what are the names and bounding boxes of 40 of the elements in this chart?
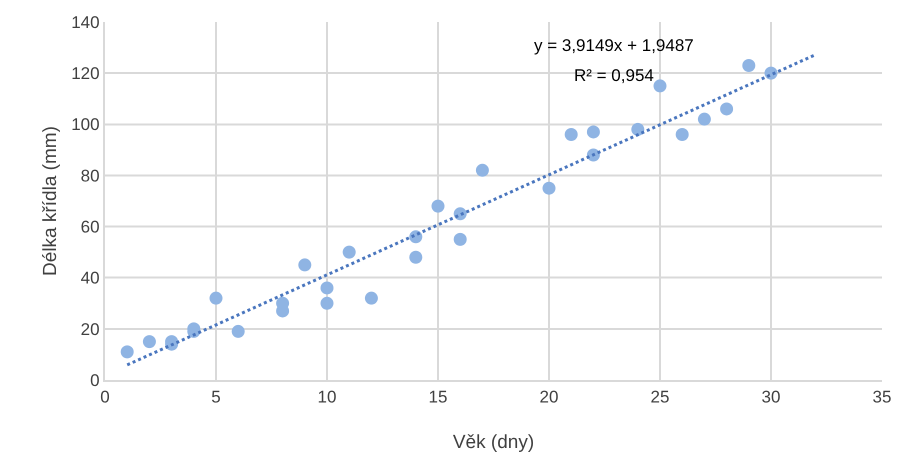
y-tick-label: 20 xyxy=(80,320,100,339)
y-tick-label: 40 xyxy=(80,268,100,288)
x-tick-label: 5 xyxy=(211,387,221,406)
x-tick-label: 20 xyxy=(540,387,558,406)
y-tick-label: 140 xyxy=(71,12,100,32)
point xyxy=(320,296,334,310)
annotation: y = 3,9149x + 1,9487 xyxy=(534,36,694,55)
point xyxy=(476,164,489,177)
point xyxy=(120,345,134,358)
point xyxy=(654,79,666,92)
point xyxy=(142,335,156,348)
point xyxy=(454,232,467,246)
y-tick-label: 0 xyxy=(90,370,100,390)
point xyxy=(720,102,734,116)
annotation: R² = 0,954 xyxy=(574,66,654,85)
point xyxy=(742,58,756,72)
point xyxy=(586,125,600,138)
x-tick-label: 25 xyxy=(650,387,670,406)
point xyxy=(564,128,578,142)
point xyxy=(210,292,222,305)
point xyxy=(364,292,378,305)
x-axis-title: Věk (dny) xyxy=(452,432,534,453)
point xyxy=(342,246,356,259)
y-tick-label: 120 xyxy=(71,64,100,84)
point xyxy=(232,324,245,338)
point xyxy=(320,281,334,294)
x-tick-label: 10 xyxy=(318,387,336,406)
y-tick-label: 60 xyxy=(80,218,100,237)
point xyxy=(542,182,556,195)
point xyxy=(676,128,689,142)
x-tick-label: 30 xyxy=(762,387,780,406)
x-tick-label: 15 xyxy=(428,387,448,406)
y-axis-title: Délka křídla (mm) xyxy=(40,126,61,276)
point xyxy=(698,112,711,126)
point xyxy=(298,258,312,272)
point xyxy=(409,250,422,264)
y-tick-label: 100 xyxy=(71,115,100,134)
point xyxy=(432,200,444,213)
y-tick-label: 80 xyxy=(80,166,100,186)
x-tick-label: 35 xyxy=(872,387,892,406)
